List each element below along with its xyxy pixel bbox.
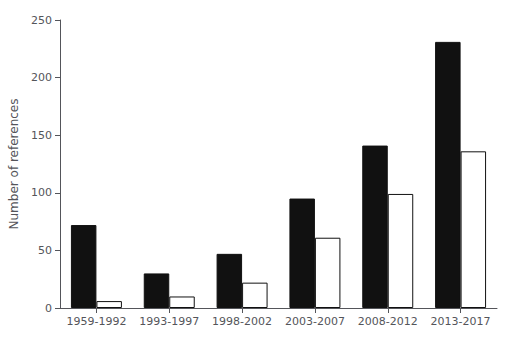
svg-text:50: 50 xyxy=(38,244,52,257)
svg-text:2013-2017: 2013-2017 xyxy=(431,315,491,328)
svg-text:250: 250 xyxy=(31,14,52,27)
svg-text:2008-2012: 2008-2012 xyxy=(358,315,418,328)
svg-text:Number of references: Number of references xyxy=(7,99,21,230)
svg-text:1998-2002: 1998-2002 xyxy=(212,315,272,328)
svg-text:150: 150 xyxy=(31,129,52,142)
svg-text:1993-1997: 1993-1997 xyxy=(139,315,199,328)
svg-text:1959-1992: 1959-1992 xyxy=(66,315,126,328)
svg-text:100: 100 xyxy=(31,186,52,199)
svg-text:200: 200 xyxy=(31,71,52,84)
svg-text:0: 0 xyxy=(45,302,52,315)
svg-text:2003-2007: 2003-2007 xyxy=(285,315,345,328)
